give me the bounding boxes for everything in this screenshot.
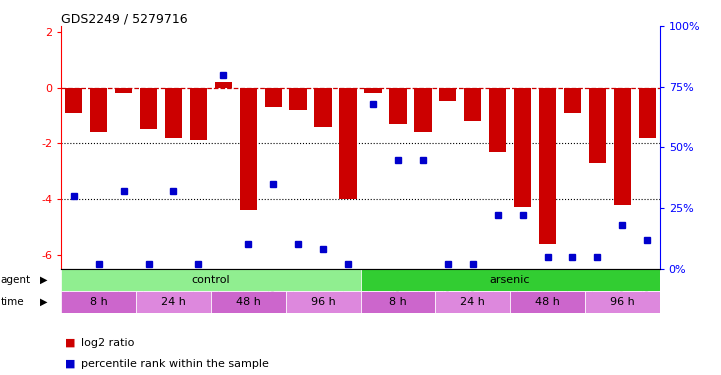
Bar [340, 87, 357, 199]
Bar [585, 291, 660, 313]
Text: 24 h: 24 h [460, 297, 485, 307]
Bar [265, 87, 282, 107]
Bar [439, 87, 456, 102]
Text: log2 ratio: log2 ratio [81, 338, 134, 348]
Text: percentile rank within the sample: percentile rank within the sample [81, 359, 269, 369]
Text: time: time [1, 297, 25, 307]
Text: ■: ■ [65, 338, 76, 348]
Bar [389, 87, 407, 124]
Text: 96 h: 96 h [610, 297, 634, 307]
Bar [364, 87, 381, 93]
Bar [239, 87, 257, 210]
Bar [588, 87, 606, 163]
Bar [136, 291, 211, 313]
Bar [140, 87, 157, 129]
Text: 8 h: 8 h [389, 297, 407, 307]
Bar [539, 87, 556, 244]
Bar [489, 87, 506, 152]
Bar [90, 87, 107, 132]
Text: control: control [192, 275, 230, 285]
Bar [360, 268, 660, 291]
Bar [115, 87, 133, 93]
Bar [464, 87, 482, 121]
Bar [510, 291, 585, 313]
Text: 96 h: 96 h [311, 297, 335, 307]
Text: ▶: ▶ [40, 275, 48, 285]
Bar [514, 87, 531, 207]
Bar [61, 291, 136, 313]
Bar [286, 291, 360, 313]
Text: GDS2249 / 5279716: GDS2249 / 5279716 [61, 12, 188, 25]
Text: ▶: ▶ [40, 297, 48, 307]
Bar [414, 87, 432, 132]
Bar [360, 291, 435, 313]
Text: 8 h: 8 h [90, 297, 107, 307]
Text: 48 h: 48 h [535, 297, 560, 307]
Bar [165, 87, 182, 138]
Bar [211, 291, 286, 313]
Text: arsenic: arsenic [490, 275, 531, 285]
Text: agent: agent [1, 275, 31, 285]
Bar [215, 82, 232, 87]
Bar [639, 87, 656, 138]
Text: ■: ■ [65, 359, 76, 369]
Bar [190, 87, 207, 141]
Bar [435, 291, 510, 313]
Bar [614, 87, 631, 205]
Bar [61, 268, 360, 291]
Bar [65, 87, 82, 112]
Bar [314, 87, 332, 127]
Text: 24 h: 24 h [161, 297, 186, 307]
Bar [564, 87, 581, 112]
Text: 48 h: 48 h [236, 297, 261, 307]
Bar [289, 87, 307, 110]
